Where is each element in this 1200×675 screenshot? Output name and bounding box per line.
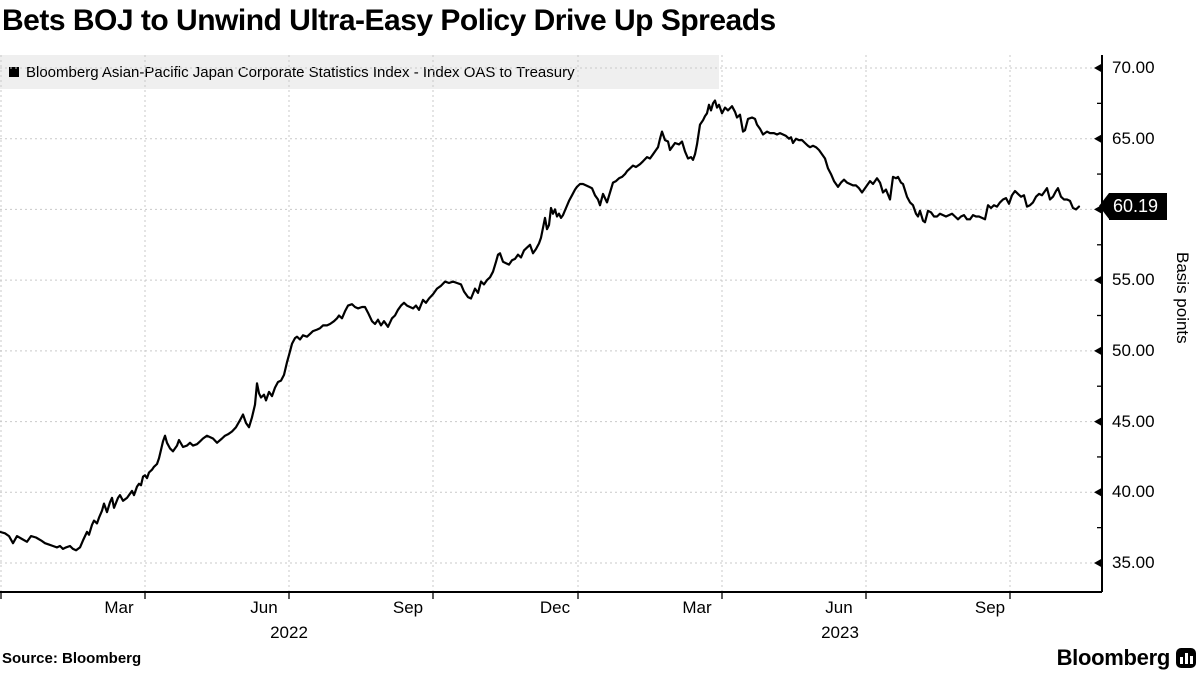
x-tick-label: Mar — [104, 598, 134, 617]
legend-series-label: Bloomberg Asian-Pacific Japan Corporate … — [26, 63, 575, 81]
legend-strip: Bloomberg Asian-Pacific Japan Corporate … — [0, 55, 719, 89]
source-note: Source: Bloomberg — [2, 650, 142, 667]
y-major-tick — [1094, 63, 1102, 73]
y-tick-label: 40.00 — [1112, 482, 1155, 502]
x-tick-label: Mar — [682, 598, 712, 617]
y-tick-label: 55.00 — [1112, 270, 1155, 290]
y-tick-label: 50.00 — [1112, 340, 1155, 360]
y-major-tick — [1094, 275, 1102, 285]
badge-value: 60.19 — [1109, 192, 1168, 220]
year-label: 2023 — [821, 623, 859, 642]
bloomberg-logo: Bloomberg — [1057, 645, 1196, 671]
series-line — [0, 99, 1081, 552]
legend-series-marker — [9, 67, 19, 77]
x-tick-label: Sep — [974, 598, 1006, 617]
y-tick-label: 65.00 — [1112, 128, 1155, 148]
y-tick-label: 70.00 — [1112, 58, 1155, 77]
y-axis-title: Basis points — [1173, 252, 1192, 344]
year-label: 2022 — [270, 623, 308, 642]
y-major-tick — [1094, 134, 1102, 144]
bloomberg-bars-icon — [1176, 648, 1196, 668]
x-tick-label: Dec — [539, 598, 571, 617]
last-price-badge: 60.19 — [1099, 192, 1168, 220]
badge-left-arrow — [1099, 193, 1109, 220]
y-major-tick — [1094, 487, 1102, 497]
y-major-tick — [1094, 558, 1102, 568]
y-tick-label: 35.00 — [1112, 553, 1155, 572]
y-tick-label: 45.00 — [1112, 411, 1155, 431]
chart-title: Bets BOJ to Unwind Ultra-Easy Policy Dri… — [2, 4, 776, 37]
x-tick-label: Jun — [825, 598, 853, 617]
x-tick-label: Sep — [392, 598, 424, 617]
x-tick-label: Jun — [250, 598, 278, 617]
y-major-tick — [1094, 417, 1102, 427]
bloomberg-wordmark: Bloomberg — [1056, 645, 1171, 670]
y-major-tick — [1094, 346, 1102, 356]
